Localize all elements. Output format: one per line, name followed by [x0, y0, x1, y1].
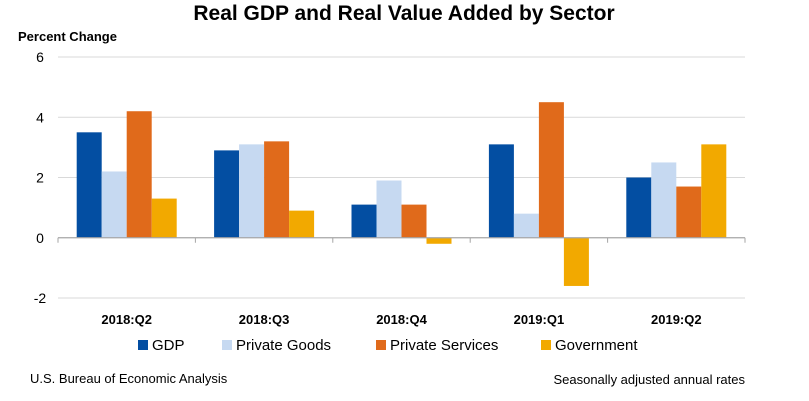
- bar-private-services-2018-q4: [401, 204, 427, 238]
- bar-government-2019-q1: [563, 237, 589, 286]
- bar-private-services-2018-q3: [264, 141, 290, 238]
- legend-label: Government: [555, 337, 638, 354]
- y-tick-label: -2: [34, 290, 47, 306]
- bar-private-goods-2019-q2: [651, 162, 677, 238]
- legend-label: GDP: [152, 337, 185, 354]
- y-tick-label: 6: [36, 49, 44, 65]
- legend-swatch: [138, 340, 148, 350]
- bar-private-services-2018-q2: [126, 111, 152, 238]
- category-label: 2019:Q2: [651, 312, 702, 327]
- bar-private-services-2019-q2: [676, 186, 702, 238]
- category-labels: 2018:Q2 2018:Q3 2018:Q4 2019:Q1 2019:Q2: [101, 312, 701, 327]
- category-label: 2018:Q2: [101, 312, 152, 327]
- legend: GDP Private Goods Private Services Governme…: [138, 337, 638, 354]
- y-axis-ticks: -2 0 2 4 6: [34, 49, 47, 306]
- bar-gdp-2019-q1: [488, 144, 514, 238]
- bar-private-goods-2018-q3: [239, 144, 265, 238]
- bar-government-2018-q2: [151, 198, 177, 238]
- bar-government-2018-q4: [426, 237, 452, 244]
- bar-gdp-2018-q3: [214, 150, 240, 238]
- source-note: U.S. Bureau of Economic Analysis: [30, 371, 228, 386]
- legend-swatch: [222, 340, 232, 350]
- bar-government-2018-q3: [289, 210, 315, 238]
- chart-title: Real GDP and Real Value Added by Sector: [193, 2, 614, 25]
- bars: [57, 102, 746, 286]
- bar-private-goods-2018-q2: [101, 171, 127, 238]
- rate-note: Seasonally adjusted annual rates: [553, 372, 745, 387]
- bar-private-services-2019-q1: [538, 102, 564, 238]
- y-axis-label: Percent Change: [18, 29, 117, 44]
- bar-private-goods-2019-q1: [513, 213, 539, 238]
- y-tick-label: 2: [36, 170, 44, 186]
- category-label: 2018:Q4: [376, 312, 427, 327]
- legend-label: Private Services: [390, 337, 498, 354]
- bar-gdp-2018-q2: [76, 132, 102, 238]
- bar-private-goods-2018-q4: [376, 180, 402, 238]
- category-label: 2018:Q3: [239, 312, 290, 327]
- bar-government-2019-q2: [701, 144, 727, 238]
- legend-swatch: [376, 340, 386, 350]
- bar-gdp-2019-q2: [626, 177, 652, 238]
- y-tick-label: 0: [36, 230, 44, 246]
- bar-gdp-2018-q4: [351, 204, 377, 238]
- category-label: 2019:Q1: [514, 312, 565, 327]
- y-tick-label: 4: [36, 109, 44, 125]
- legend-swatch: [541, 340, 551, 350]
- legend-label: Private Goods: [236, 337, 331, 354]
